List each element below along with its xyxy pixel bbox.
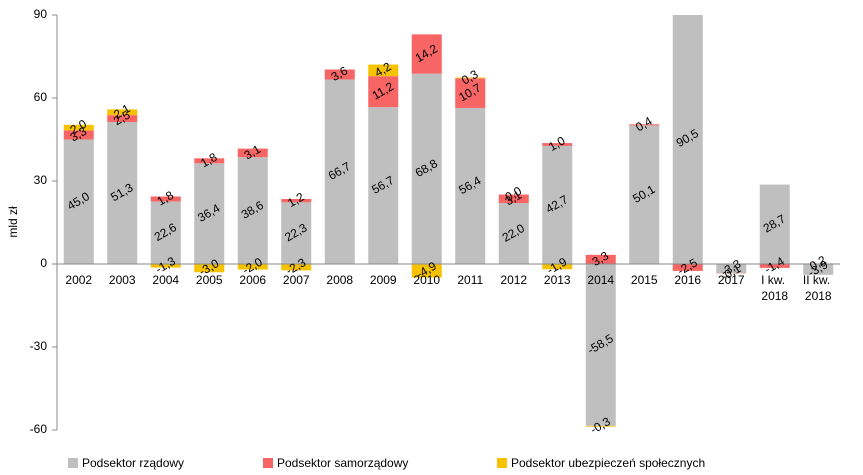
- bar-segment: [150, 196, 181, 202]
- y-tick-label: 60: [34, 90, 48, 104]
- x-tick-label: 2009: [370, 273, 397, 287]
- bar-segment: [368, 107, 399, 264]
- bar-segment: [63, 139, 94, 264]
- bars: [63, 15, 834, 427]
- x-tick-label: 2013: [544, 273, 571, 287]
- x-tick-label: 2004: [152, 273, 179, 287]
- bar-segment: [324, 69, 355, 80]
- bar-segment: [107, 122, 138, 264]
- x-tick-label-line: 2018: [761, 289, 788, 303]
- bar-segment: [281, 264, 312, 271]
- x-tick-label: 2007: [283, 273, 310, 287]
- bar-segment: [629, 124, 660, 126]
- legend-swatch: [497, 458, 507, 468]
- legend-swatch: [68, 458, 78, 468]
- x-tick-label: 2005: [196, 273, 223, 287]
- x-tick-label: II kw. 2018: [803, 273, 834, 303]
- y-tick-label: -30: [30, 339, 48, 353]
- legend-label: Podsektor rządowy: [82, 456, 184, 470]
- bar-segment: [672, 264, 703, 271]
- bar-segment: [368, 76, 399, 108]
- y-tick-label: 90: [34, 7, 48, 21]
- bar-segment: [498, 203, 529, 264]
- x-tick-label: 2014: [587, 273, 614, 287]
- bar-segment: [324, 79, 355, 264]
- bar-segment: [455, 78, 486, 108]
- bar-segment: [585, 254, 616, 264]
- bar-segment: [107, 109, 138, 116]
- bar-segment: [237, 157, 268, 264]
- bar-segment: [194, 163, 225, 264]
- bar-segment: [237, 148, 268, 158]
- bar-segment: [411, 73, 442, 264]
- x-tick-label-line: I kw.: [761, 273, 788, 287]
- x-tick-label: I kw. 2018: [761, 273, 788, 303]
- legend-label: Podsektor samorządowy: [277, 456, 408, 470]
- x-tick-label: 2006: [239, 273, 266, 287]
- bar-segment: [411, 264, 442, 278]
- x-tick-label: 2012: [500, 273, 527, 287]
- bar-segment: [585, 425, 616, 427]
- x-tick-label-line: 2018: [805, 289, 832, 303]
- y-tick-label: -60: [30, 422, 48, 436]
- y-tick-label: 0: [40, 256, 47, 270]
- bar-segment: [281, 202, 312, 264]
- x-tick-label: 2011: [457, 273, 483, 287]
- x-tick-label: 2002: [65, 273, 92, 287]
- x-tick-label: 2016: [674, 273, 701, 287]
- bar-segment: [281, 198, 312, 203]
- bar-segment: [150, 201, 181, 264]
- bar-segment: [455, 77, 486, 79]
- bar-segment: [194, 158, 225, 164]
- bar-segment: [237, 264, 268, 270]
- legend-swatch: [263, 458, 273, 468]
- y-axis-label: mld zł: [6, 206, 20, 238]
- bar-segment: [194, 264, 225, 273]
- bar-segment: [368, 64, 399, 77]
- x-tick-label: 2017: [718, 273, 745, 287]
- bar-segment: [107, 115, 138, 123]
- bar-segment: [716, 264, 747, 274]
- x-tick-label: 2010: [413, 273, 440, 287]
- bar-segment: [542, 264, 573, 270]
- bar-segment: [759, 184, 790, 264]
- x-tick-label: 2015: [631, 273, 658, 287]
- bar-segment: [63, 130, 94, 140]
- x-tick-label-line: II kw.: [803, 273, 834, 287]
- bar-segment: [63, 124, 94, 131]
- bar-segment: [803, 264, 834, 275]
- y-tick-label: 30: [34, 173, 48, 187]
- bar-segment: [455, 107, 486, 265]
- bar-segment: [672, 15, 703, 264]
- legend-label: Podsektor ubezpieczeń społecznych: [511, 456, 705, 470]
- bar-segment: [542, 145, 573, 264]
- x-tick-label: 2008: [326, 273, 353, 287]
- bar-segment: [498, 194, 529, 204]
- bar-segment: [759, 264, 790, 268]
- bar-segment: [411, 34, 442, 74]
- x-tick-label: 2003: [109, 273, 136, 287]
- bar-segment: [629, 125, 660, 264]
- bar-segment: [585, 264, 616, 426]
- bar-segment: [542, 143, 573, 146]
- bar-segment: [150, 264, 181, 268]
